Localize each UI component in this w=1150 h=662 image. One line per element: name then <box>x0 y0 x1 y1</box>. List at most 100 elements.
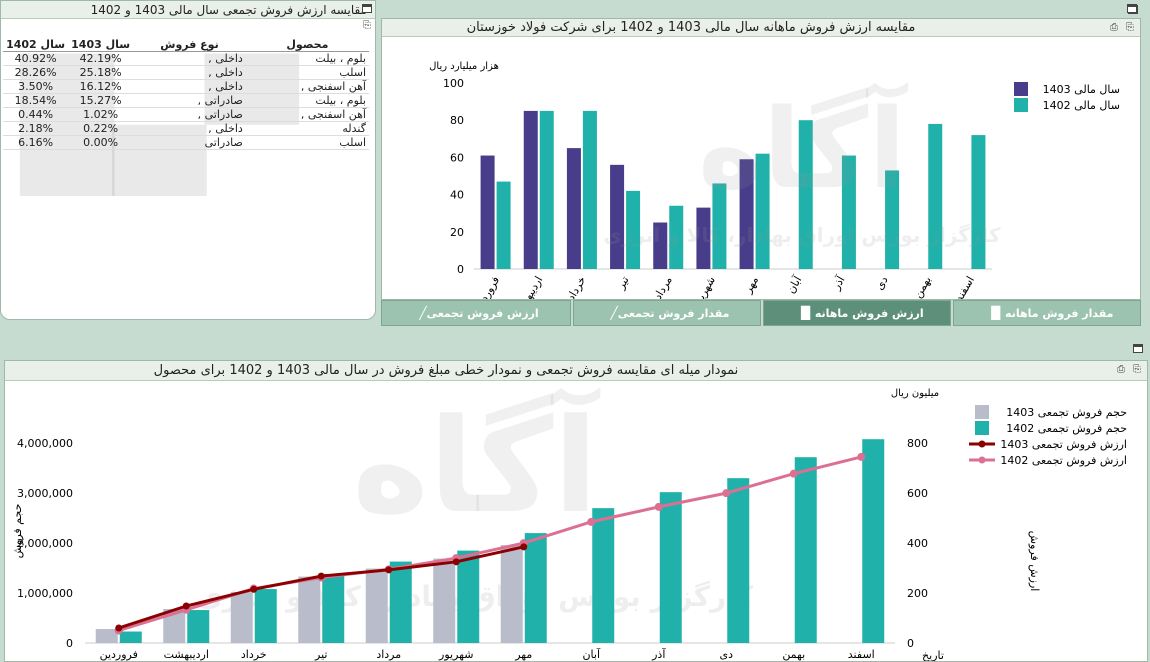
y-tick-label: 1,000,000 <box>17 587 73 600</box>
y-tick-label: 40 <box>450 189 464 202</box>
maximize-icon[interactable] <box>1127 4 1137 13</box>
bar-1402 <box>755 153 770 269</box>
table-cell: 3.50% <box>3 79 69 94</box>
legend-swatch <box>1014 98 1028 112</box>
table-cell: صادراتی , <box>133 93 246 108</box>
table-cell: آهن اسفنجی , <box>245 107 369 122</box>
bar-volume-1402 <box>389 561 412 643</box>
table-cell: 2.18% <box>3 121 69 136</box>
table-row[interactable]: آهن اسفنجی , صادراتی , 1.02% 0.44% <box>3 107 369 122</box>
value-1402-point <box>654 502 663 511</box>
y-tick-label: 0 <box>457 263 464 276</box>
table-cell: 0.44% <box>3 107 69 122</box>
table-row[interactable]: آهن اسفنجی , داخلی , 16.12% 3.50% <box>3 79 369 94</box>
y-tick-label: 2,000,000 <box>17 537 73 550</box>
cumulative-combo-panel: نمودار میله ای مقایسه فروش تجمعی و نمودا… <box>4 360 1148 662</box>
bar-volume-1402 <box>862 439 885 643</box>
export-icon[interactable]: ⎘ <box>1126 22 1134 33</box>
col-1403[interactable]: سال 1403 <box>68 39 134 52</box>
x-tick-label: مرداد <box>376 648 401 661</box>
x-tick-label: مهر <box>514 648 532 661</box>
y-tick-label: 0 <box>66 637 73 650</box>
monthly-bar-chart: هزار میلیارد ریال 0 20 40 60 80 100 فروردین اردی… <box>429 61 1120 299</box>
maximize-icon[interactable] <box>362 4 372 13</box>
table-cell: 40.92% <box>3 51 69 66</box>
value-1402-point <box>587 517 596 526</box>
table-row[interactable]: گندله داخلی , 0.22% 2.18% <box>3 121 369 136</box>
table-row[interactable]: اسلب داخلی , 25.18% 28.26% <box>3 65 369 80</box>
bar-volume-1403 <box>433 558 456 643</box>
x-tick-label: شهریور <box>689 274 718 299</box>
x-tick-label: تیر <box>614 274 632 292</box>
table-row[interactable]: بلوم ، بیلت داخلی , 42.19% 40.92% <box>3 51 369 66</box>
y-tick-label: 20 <box>450 226 464 239</box>
bar-volume-1402 <box>592 508 615 643</box>
bar-1403 <box>566 148 581 269</box>
legend-label: ارزش فروش تجمعی 1402 <box>1000 454 1127 467</box>
table-cell: داخلی , <box>133 121 246 136</box>
bar-1403 <box>523 110 538 270</box>
x-tick-label: اسفند <box>848 648 875 661</box>
bar-1402 <box>712 183 727 269</box>
table-cell: 18.54% <box>3 93 69 108</box>
tab-cumulative-volume[interactable]: ╱مقدار فروش تجمعی <box>573 300 761 326</box>
legend-swatch <box>975 421 989 435</box>
panel-title: مقایسه ارزش فروش ماهانه سال مالی 1403 و … <box>382 19 1140 37</box>
x-tick-label: دی <box>873 274 891 292</box>
legend-marker <box>978 440 986 448</box>
table-cell: اسلب <box>245 135 369 150</box>
legend-label: سال مالی 1403 <box>1043 83 1120 96</box>
bar-1402 <box>928 123 943 269</box>
line-chart-icon: ╱ <box>419 306 427 320</box>
table-cell: 0.22% <box>68 121 134 136</box>
col-product[interactable]: محصول <box>245 39 369 52</box>
bar-1403 <box>739 159 754 269</box>
bar-volume-1403 <box>500 545 523 643</box>
export-icon[interactable]: ⎘ <box>363 20 371 31</box>
table-row[interactable]: اسلب صادراتی 0.00% 6.16% <box>3 135 369 150</box>
table-cell: صادراتی , <box>133 107 246 122</box>
y-tick-label: 4,000,000 <box>17 437 73 450</box>
table-cell: 1.02% <box>68 107 134 122</box>
legend-marker <box>978 456 986 464</box>
bar-chart-icon: ▐▌ <box>796 306 815 320</box>
bar-1402 <box>841 155 856 269</box>
col-1402[interactable]: سال 1402 <box>3 39 69 52</box>
bar-1402 <box>885 170 900 269</box>
table-cell: 15.27% <box>68 93 134 108</box>
sales-share-table: محصول نوع فروش سال 1403 سال 1402 بلوم ، … <box>3 39 369 150</box>
col-sale-type[interactable]: نوع فروش <box>133 39 246 52</box>
bar-1402 <box>496 181 511 269</box>
bar-volume-1403 <box>95 629 118 643</box>
export-icon[interactable]: ⎘ <box>1133 364 1141 375</box>
table-row[interactable]: بلوم ، بیلت صادراتی , 15.27% 18.54% <box>3 93 369 108</box>
line-chart-icon: ╱ <box>610 306 618 320</box>
y-axis-label: حجم فروش <box>11 504 24 559</box>
print-icon[interactable]: ⎙ <box>1110 22 1118 33</box>
tab-monthly-value[interactable]: ▐▌ارزش فروش ماهانه <box>763 300 951 326</box>
maximize-icon[interactable] <box>1133 344 1143 353</box>
y-tick-label: 80 <box>450 114 464 127</box>
cumulative-sales-table-panel: مقایسه ارزش فروش تجمعی سال مالی 1403 و 1… <box>0 0 376 320</box>
bar-1402 <box>626 190 641 269</box>
bar-volume-1402 <box>457 550 480 643</box>
chart-tabs: ▐▌مقدار فروش ماهانه ▐▌ارزش فروش ماهانه ╱… <box>381 300 1141 326</box>
x-axis-label: تاریخ <box>922 649 944 661</box>
x-tick-label: فروردین <box>472 274 502 299</box>
value-1403-point <box>182 602 190 610</box>
table-cell: بلوم ، بیلت <box>245 51 369 66</box>
bar-1402 <box>971 135 986 269</box>
bar-volume-1402 <box>322 574 345 643</box>
bar-volume-1402 <box>254 589 277 643</box>
bar-volume-1402 <box>659 492 682 643</box>
panel-title: نمودار میله ای مقایسه فروش تجمعی و نمودا… <box>5 361 1147 381</box>
tab-cumulative-value[interactable]: ╱ارزش فروش تجمعی <box>381 300 571 326</box>
tab-monthly-volume[interactable]: ▐▌مقدار فروش ماهانه <box>953 300 1141 326</box>
table-cell: 16.12% <box>68 79 134 94</box>
table-cell: صادراتی <box>133 135 246 150</box>
value-1403-point <box>452 558 460 566</box>
bar-volume-1402 <box>524 533 547 643</box>
print-icon[interactable]: ⎙ <box>1117 364 1125 375</box>
y-axis-label: هزار میلیارد ریال <box>429 61 499 72</box>
